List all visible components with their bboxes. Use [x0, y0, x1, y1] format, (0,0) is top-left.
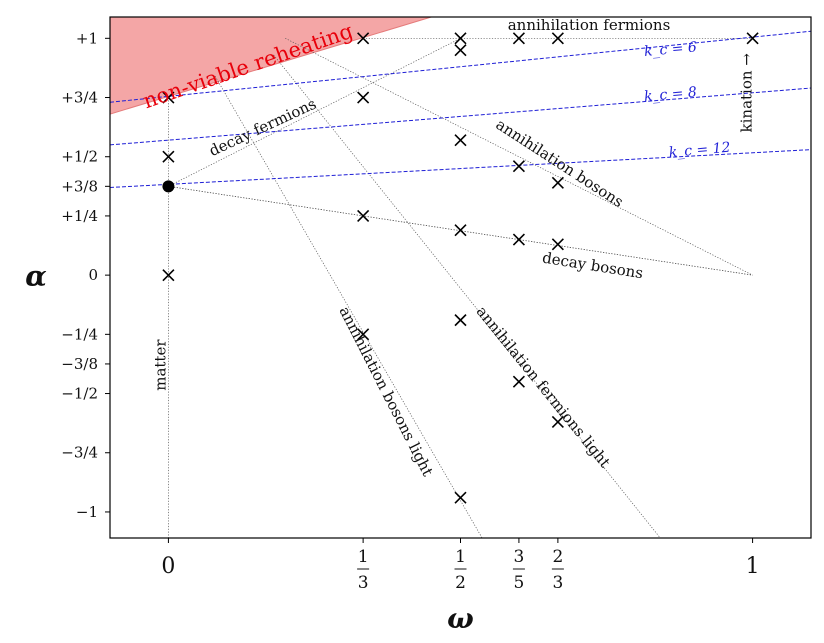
y-tick-label: 0 — [88, 266, 98, 284]
point-stroke — [454, 491, 467, 504]
plot-frame — [109, 16, 812, 539]
point-stroke — [551, 176, 564, 189]
point-stroke — [162, 269, 175, 282]
kc-line — [110, 87, 811, 146]
y-tick-label: +1/2 — [61, 148, 98, 166]
non-viable-region — [110, 17, 432, 115]
data-point — [454, 314, 467, 327]
point-stroke — [512, 160, 525, 173]
x-tick-numerator: 1 — [358, 547, 369, 567]
plot-area — [110, 17, 811, 538]
point-stroke — [454, 134, 467, 147]
point-stroke — [746, 32, 759, 45]
data-point — [512, 375, 525, 388]
guide-line-annihilation-bosons-light — [214, 76, 483, 538]
annotation-decay-bosons: decay bosons — [541, 249, 644, 283]
y-tick-label: +3/4 — [61, 89, 98, 107]
point-stroke — [454, 32, 467, 45]
x-tick-numerator: 3 — [514, 547, 525, 567]
data-point — [551, 32, 564, 45]
point-stroke — [512, 32, 525, 45]
data-point — [512, 160, 525, 173]
kc-line — [110, 30, 811, 103]
data-point — [512, 233, 525, 246]
data-point — [454, 134, 467, 147]
guide-line-annihilation-fermions-light — [273, 54, 661, 538]
guide-line-decay-bosons-return — [168, 185, 753, 276]
x-tick-denominator: 2 — [455, 573, 466, 593]
annotation-annihilation-bosons-light: annihilation bosons light — [335, 303, 436, 479]
annotation-decay-fermions: decay fermions — [206, 95, 319, 160]
data-point — [357, 209, 370, 222]
data-point — [551, 415, 564, 429]
point-stroke — [357, 32, 370, 45]
x-tick-denominator: 3 — [358, 573, 369, 593]
data-point — [357, 32, 370, 45]
point-stroke — [357, 209, 370, 222]
y-tick-label: −3/8 — [61, 355, 98, 373]
point-stroke — [162, 150, 175, 163]
kc-label: k_c = 12 — [668, 140, 731, 161]
data-point — [162, 269, 175, 282]
data-point — [551, 176, 564, 189]
data-point — [551, 238, 564, 251]
y-tick-label: −3/4 — [61, 444, 98, 462]
annotation-annihilation-fermions-light: annihilation fermions light — [473, 303, 614, 471]
point-stroke — [551, 415, 564, 429]
data-point — [454, 44, 467, 57]
data-point — [746, 32, 759, 45]
point-stroke — [357, 328, 370, 341]
data-point — [162, 150, 175, 163]
x-tick-label: 1 — [746, 554, 760, 579]
point-stroke — [512, 375, 525, 388]
x-tick-denominator: 5 — [514, 573, 525, 593]
special-point — [162, 180, 175, 193]
point-stroke — [454, 44, 467, 57]
x-tick-denominator: 3 — [552, 573, 563, 593]
annotation-kination: kination → — [737, 53, 755, 133]
point-stroke — [162, 91, 175, 104]
data-point — [162, 91, 175, 104]
data-point — [357, 91, 370, 104]
y-tick-label: +3/8 — [61, 177, 98, 195]
kc-label: k_c = 6 — [643, 39, 697, 60]
annotation-annihilation-bosons: annihilation bosons — [493, 115, 627, 211]
y-tick-label: −1/2 — [61, 385, 98, 403]
point-stroke — [454, 314, 467, 327]
point-stroke — [454, 224, 467, 237]
y-tick-label: +1 — [76, 29, 98, 47]
kc-label: k_c = 8 — [643, 84, 697, 105]
y-tick-label: −1/4 — [61, 325, 98, 343]
data-point — [454, 224, 467, 237]
point-stroke — [512, 233, 525, 246]
data-point — [454, 32, 467, 45]
guide-line-annihilation-bosons — [285, 38, 753, 276]
x-tick-label: 0 — [161, 554, 175, 579]
point-stroke — [551, 32, 564, 45]
point-stroke — [357, 91, 370, 104]
data-point — [512, 32, 525, 45]
annotation-annihilation-fermions: annihilation fermions — [508, 16, 671, 34]
x-tick-numerator: 2 — [552, 547, 563, 567]
kc-line — [110, 149, 811, 189]
y-tick-label: +1/4 — [61, 207, 98, 225]
y-axis-label: α — [25, 260, 47, 293]
y-tick-label: −1 — [76, 503, 98, 521]
x-tick-numerator: 1 — [455, 547, 466, 567]
annotation-matter: matter — [151, 339, 169, 391]
point-stroke — [551, 238, 564, 251]
x-axis-label: ω — [447, 602, 474, 635]
data-point — [454, 491, 467, 504]
data-point — [357, 328, 370, 341]
